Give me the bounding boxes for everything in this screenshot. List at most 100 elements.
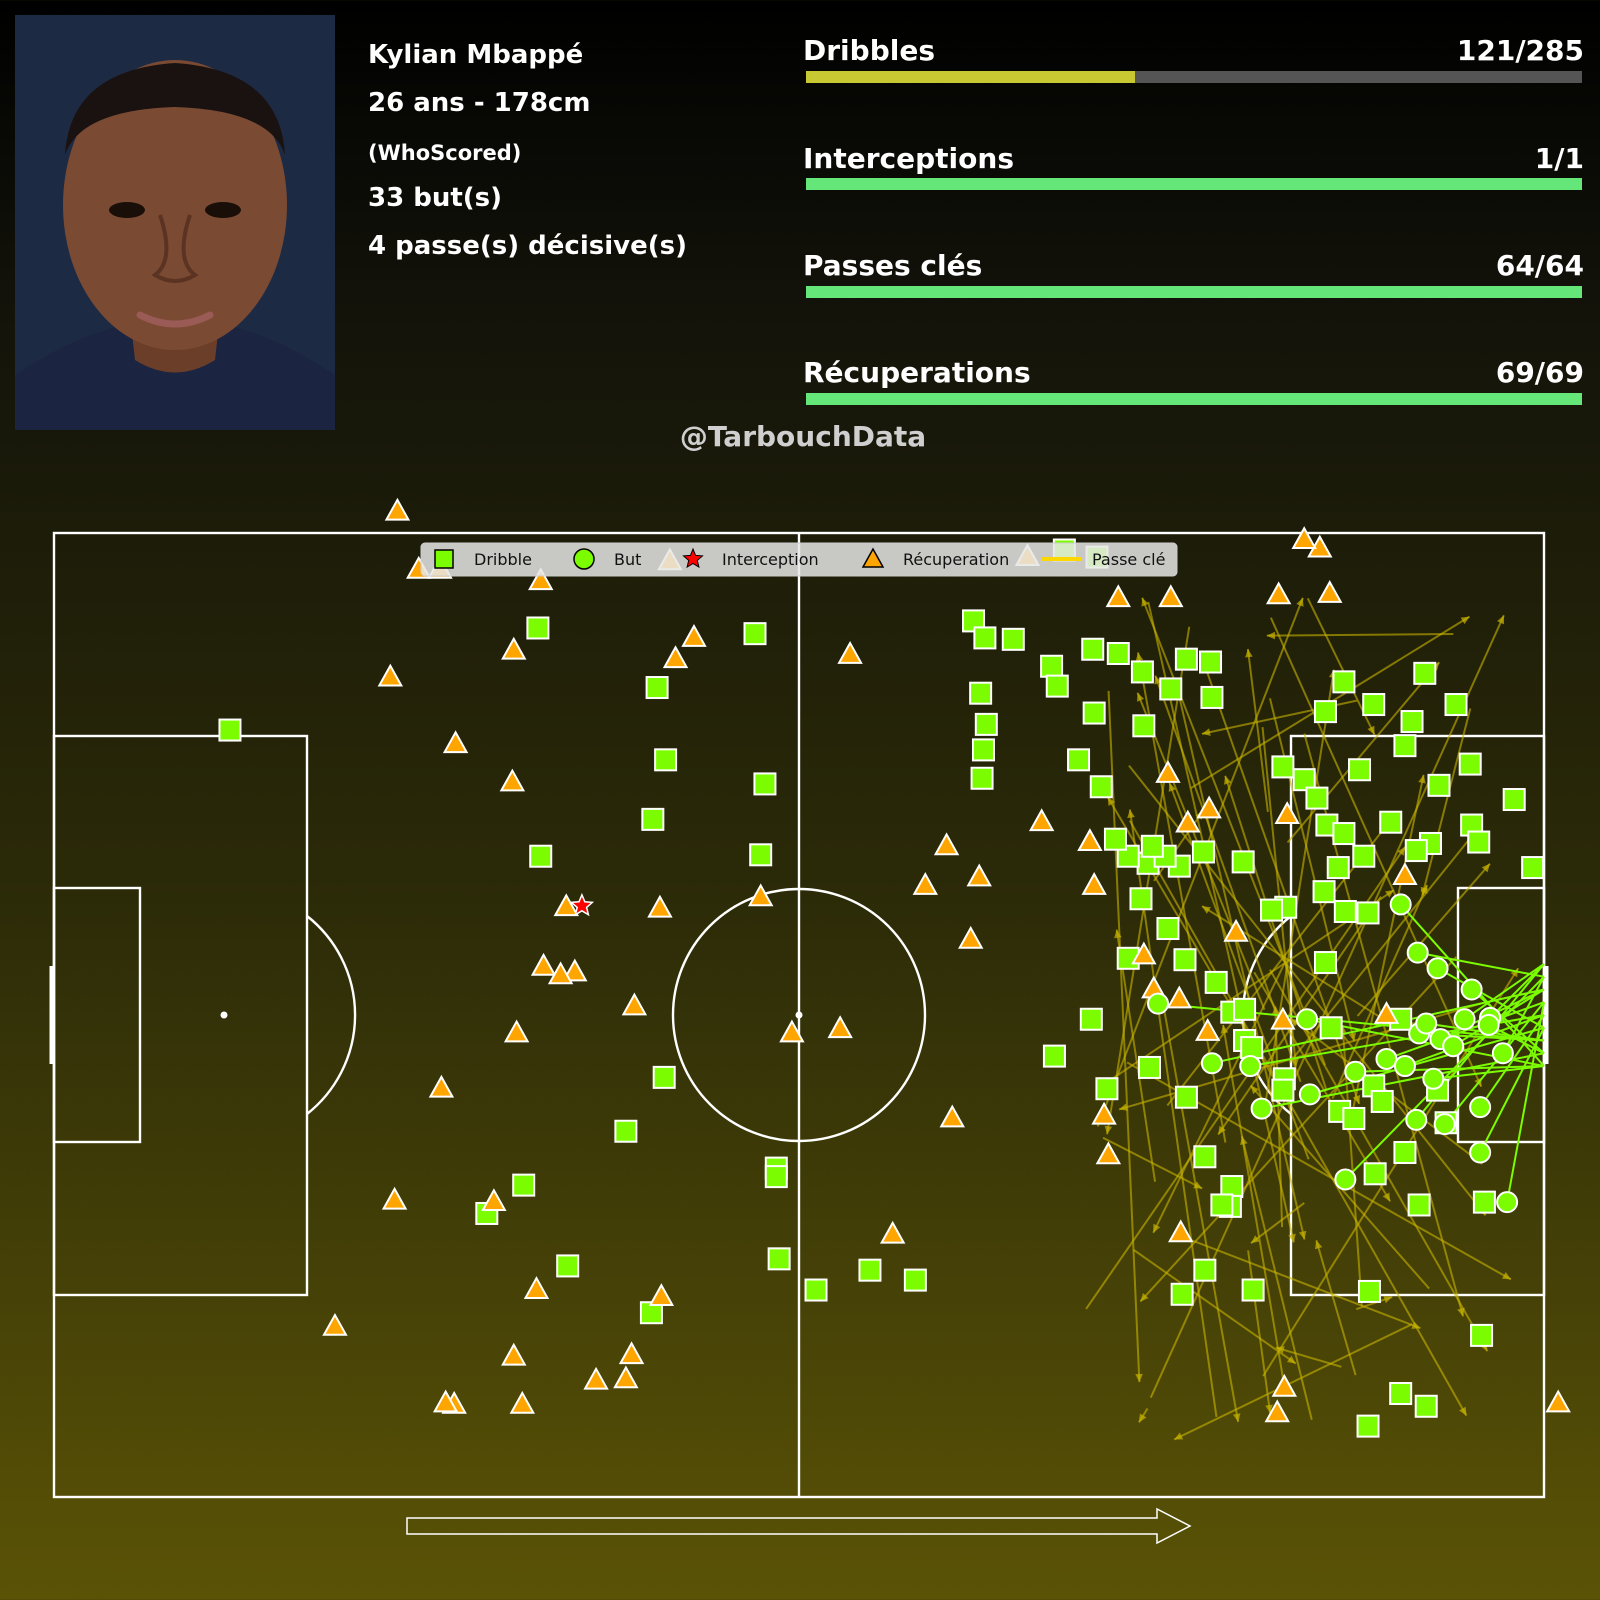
key-pass-arrowhead <box>1501 1272 1511 1280</box>
key-pass-arrowhead <box>1141 597 1149 607</box>
recovery-marker <box>1166 985 1193 1009</box>
dribble-marker <box>1240 1036 1264 1060</box>
key-pass-arrowhead <box>1271 1006 1280 1015</box>
dribble-marker <box>1156 917 1180 941</box>
recovery-marker <box>1081 872 1107 895</box>
dribble-marker <box>804 1278 828 1302</box>
goal-shot-line <box>1506 1002 1545 1203</box>
dribble-marker <box>1332 670 1356 694</box>
recovery-marker <box>1168 1219 1194 1243</box>
recovery-marker <box>1155 760 1181 783</box>
goal-marker <box>1344 1060 1367 1083</box>
key-pass-arrowhead <box>1420 886 1429 896</box>
recovery-marker <box>503 1019 530 1043</box>
goal-marker <box>1239 1055 1262 1078</box>
dribble-marker <box>903 1268 927 1292</box>
dribble-marker <box>1174 1085 1198 1109</box>
dribble-marker <box>1089 775 1113 799</box>
recovery-marker <box>1158 584 1184 608</box>
goal-shot-line <box>1309 1026 1545 1096</box>
dribble-marker <box>1389 1382 1413 1406</box>
key-pass-line <box>1159 991 1240 1423</box>
recovery-marker <box>621 992 648 1016</box>
recovery-marker <box>1196 795 1222 819</box>
recovery-marker <box>747 883 774 907</box>
dribble-marker <box>1170 1282 1194 1306</box>
dribble-marker <box>1332 822 1356 846</box>
recovery-marker <box>1077 828 1103 851</box>
dribble-marker <box>1241 1278 1265 1302</box>
goal-marker <box>1442 1035 1465 1058</box>
dribble-marker <box>654 748 678 772</box>
key-pass-arrowhead <box>1383 1295 1393 1304</box>
key-pass-arrowhead <box>1220 1024 1229 1034</box>
watermark: @TarbouchData <box>679 420 927 453</box>
recovery-marker <box>562 958 588 982</box>
dribble-marker <box>1045 674 1069 698</box>
recovery-marker <box>1175 809 1201 833</box>
stat-label-recoveries: Récuperations <box>803 356 1031 389</box>
stat-bar-recoveries <box>806 393 1582 405</box>
recovery-marker <box>1095 1141 1122 1165</box>
dribble-marker <box>1404 839 1428 863</box>
legend-recovery-icon <box>861 547 885 568</box>
player-name: Kylian Mbappé <box>368 40 584 70</box>
key-pass-line <box>1250 1202 1305 1244</box>
recovery-marker <box>618 1341 645 1365</box>
key-pass-line <box>1421 708 1472 896</box>
stat-bar-fill-dribbles <box>806 71 1136 83</box>
recovery-marker <box>1291 526 1317 550</box>
dribble-marker <box>1106 642 1130 665</box>
key-pass-line <box>1153 810 1205 882</box>
goal-marker <box>1491 1042 1514 1065</box>
dribble-marker <box>1312 880 1336 904</box>
dribble-marker <box>1082 701 1106 725</box>
dribble-marker <box>970 766 994 790</box>
stat-value-key-passes: 64/64 <box>1495 249 1584 282</box>
goal-shot-line <box>1417 951 1545 978</box>
key-pass-arrowhead <box>1104 1125 1113 1135</box>
key-pass-arrowhead <box>1352 1095 1361 1104</box>
dribble-marker <box>1470 1323 1494 1347</box>
key-pass-line <box>1315 1240 1357 1376</box>
dribble-marker <box>1271 1078 1295 1102</box>
key-pass-line <box>1173 1323 1413 1441</box>
legend-label: Passe clé <box>1092 550 1165 569</box>
key-pass-arrowhead <box>1296 597 1304 607</box>
recovery-marker <box>442 730 469 754</box>
key-pass-arrowhead <box>1135 1373 1143 1383</box>
recovery-marker <box>933 832 960 856</box>
dribble-marker <box>1414 1394 1438 1418</box>
recovery-marker <box>322 1312 348 1336</box>
legend-label: Récuperation <box>903 550 1009 569</box>
player-assists: 4 passe(s) décisive(s) <box>368 231 687 261</box>
key-pass-arrowhead <box>1250 1235 1260 1244</box>
goal-marker <box>1406 941 1429 964</box>
stat-value-dribbles: 121/285 <box>1456 34 1584 67</box>
recovery-marker <box>1274 801 1300 825</box>
key-pass-arrowhead <box>1459 1406 1467 1416</box>
key-pass-line <box>1356 863 1491 1017</box>
key-pass-line <box>1246 648 1269 812</box>
dribble-marker <box>1407 1193 1431 1217</box>
dribble-marker <box>1210 1193 1234 1217</box>
recovery-marker <box>1194 1018 1221 1041</box>
dribble-marker <box>1352 844 1376 868</box>
recovery-marker <box>481 1188 507 1212</box>
key-pass-arrowhead <box>1397 846 1406 856</box>
dribble-marker <box>1173 948 1197 972</box>
key-pass-arrowhead <box>1127 809 1135 819</box>
stat-bar-fill-key-passes <box>806 286 1582 298</box>
goal-marker <box>1147 992 1170 1015</box>
goal-marker <box>1334 1168 1357 1191</box>
goal-marker <box>1422 1067 1445 1090</box>
recovery-marker <box>499 768 526 792</box>
key-pass-arrowhead <box>1367 725 1375 735</box>
dribble-marker <box>1393 734 1417 758</box>
goal-shot-line <box>1463 963 1545 1021</box>
dribble-marker <box>1159 677 1183 701</box>
goal-marker <box>1460 978 1483 1001</box>
goal-shot-line <box>1211 988 1545 1065</box>
recovery-marker <box>1545 1389 1571 1413</box>
recovery-marker <box>779 1019 805 1043</box>
